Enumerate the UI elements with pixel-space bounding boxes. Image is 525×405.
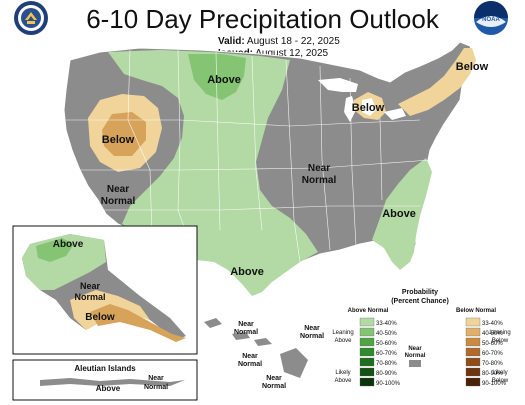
alaska-below-40 bbox=[90, 304, 186, 342]
below-40-west bbox=[102, 112, 146, 156]
legend-below-bin-label-0: 33-40% bbox=[482, 321, 503, 327]
legend-above-swatch-0 bbox=[359, 317, 375, 327]
legend-below-bin-label-1: 40-50% bbox=[482, 331, 503, 337]
label-near-normal-central-1: Near bbox=[308, 163, 330, 174]
valid-value: August 18 - 22, 2025 bbox=[246, 36, 340, 47]
aleutian-label-near-1: Near bbox=[148, 375, 164, 382]
hawaii-label-nn2-2: Normal bbox=[300, 333, 324, 340]
legend: Probability (Percent Chance) Above Norma… bbox=[332, 289, 510, 387]
aleutian-inset: Aleutian Islands Above Near Normal bbox=[12, 359, 198, 401]
alaska-inset: Above Near Normal Below bbox=[12, 225, 198, 355]
page-title: 6-10 Day Precipitation Outlook bbox=[86, 4, 439, 34]
legend-above-swatch-6 bbox=[359, 377, 375, 387]
legend-above-bin-label-2: 50-60% bbox=[376, 341, 397, 347]
alaska-above-40 bbox=[36, 238, 74, 262]
label-near-normal-west-2: Normal bbox=[101, 196, 136, 207]
hawaii-inset: Near Normal Near Normal Near Normal Near… bbox=[204, 318, 324, 390]
hawaii-island-1 bbox=[204, 318, 222, 328]
legend-near-label-2: Normal bbox=[405, 353, 426, 359]
legend-above-swatch-1 bbox=[359, 327, 375, 337]
legend-title-2: (Percent Chance) bbox=[391, 298, 449, 305]
legend-above-swatch-2 bbox=[359, 337, 375, 347]
hawaii-island-2 bbox=[232, 332, 250, 340]
legend-below-swatch-4 bbox=[465, 357, 481, 367]
hawaii-island-4 bbox=[280, 348, 308, 378]
legend-likely-above-1: Likely bbox=[335, 370, 350, 376]
legend-above-swatch-3 bbox=[359, 347, 375, 357]
issued-value: August 12, 2025 bbox=[255, 48, 329, 59]
label-below-west: Below bbox=[102, 134, 135, 146]
doc-seal-icon bbox=[14, 1, 48, 35]
legend-above-swatches: 33-40% 40-50% 50-60% 60-70% 70-80% 80-90% 90-1… bbox=[359, 317, 401, 387]
legend-near-swatch bbox=[409, 360, 421, 367]
valid-label: Valid: bbox=[218, 36, 245, 47]
legend-above-bin-label-6: 90-100% bbox=[376, 381, 401, 387]
aleutian-title: Aleutian Islands bbox=[74, 364, 136, 373]
legend-above-header: Above Normal bbox=[348, 308, 389, 314]
noaa-logo-text: NOAA bbox=[482, 17, 500, 23]
legend-below-bin-label-3: 60-70% bbox=[482, 351, 503, 357]
great-lakes bbox=[318, 78, 406, 122]
legend-below-header: Below Normal bbox=[456, 308, 496, 314]
hawaii-island-3 bbox=[254, 338, 272, 346]
alaska-label-above: Above bbox=[53, 239, 84, 250]
legend-above-swatch-4 bbox=[359, 357, 375, 367]
legend-below-bin-label-2: 50-60% bbox=[482, 341, 503, 347]
label-below-greatlakes: Below bbox=[352, 102, 385, 114]
legend-leaning-above-1: Leaning bbox=[332, 330, 353, 336]
legend-above-bin-label-1: 40-50% bbox=[376, 331, 397, 337]
legend-likely-above-2: Above bbox=[334, 378, 352, 384]
legend-above-bin-label-5: 80-90% bbox=[376, 371, 397, 377]
legend-below-bin-label-5: 80-90% bbox=[482, 371, 503, 377]
aleutian-label-near-2: Normal bbox=[144, 384, 168, 391]
legend-likely-below-2: Below bbox=[492, 378, 509, 384]
legend-likely-below-1: Likely bbox=[492, 370, 507, 376]
legend-leaning-below-1: Leaning bbox=[489, 330, 510, 336]
aleutian-label-above: Above bbox=[96, 384, 121, 393]
hawaii-label-nn1-1: Near bbox=[238, 321, 254, 328]
below-region-northeast bbox=[398, 48, 476, 116]
legend-above-bin-label-3: 60-70% bbox=[376, 351, 397, 357]
above-40-north bbox=[188, 54, 246, 100]
legend-above-swatch-5 bbox=[359, 367, 375, 377]
above-region-southeast bbox=[372, 158, 432, 270]
hawaii-label-nn4-2: Normal bbox=[262, 383, 286, 390]
legend-below-swatch-2 bbox=[465, 337, 481, 347]
label-above-south: Above bbox=[230, 266, 264, 278]
label-near-normal-central-2: Normal bbox=[302, 175, 337, 186]
legend-leaning-above-2: Above bbox=[334, 338, 352, 344]
legend-below-bin-label-4: 70-80% bbox=[482, 361, 503, 367]
legend-below-swatch-6 bbox=[465, 377, 481, 387]
legend-leaning-below-2: Below bbox=[492, 338, 509, 344]
hawaii-label-nn1-2: Normal bbox=[234, 329, 258, 336]
label-above-southeast: Above bbox=[382, 208, 416, 220]
legend-below-swatch-3 bbox=[465, 347, 481, 357]
alaska-label-near-normal-1: Near bbox=[80, 281, 101, 291]
valid-dates: Valid: August 18 - 22, 2025 bbox=[218, 36, 340, 47]
noaa-logo-icon: NOAA bbox=[474, 1, 508, 35]
legend-above-bin-label-0: 33-40% bbox=[376, 321, 397, 327]
aleutian-islands-shape bbox=[40, 378, 185, 386]
hawaii-label-nn4-1: Near bbox=[266, 375, 282, 382]
legend-below-swatch-1 bbox=[465, 327, 481, 337]
label-near-normal-west-1: Near bbox=[107, 184, 129, 195]
alaska-label-below: Below bbox=[85, 312, 115, 323]
alaska-label-near-normal-2: Normal bbox=[74, 292, 105, 302]
hawaii-label-nn3-1: Near bbox=[242, 353, 258, 360]
legend-near-label-1: Near bbox=[408, 346, 422, 352]
legend-title-1: Probability bbox=[402, 289, 438, 296]
label-below-northeast: Below bbox=[456, 61, 489, 73]
label-above-north: Above bbox=[207, 74, 241, 86]
legend-below-bin-label-6: 90-100% bbox=[482, 381, 507, 387]
legend-below-swatch-0 bbox=[465, 317, 481, 327]
hawaii-label-nn3-2: Normal bbox=[238, 361, 262, 368]
legend-below-swatch-5 bbox=[465, 367, 481, 377]
legend-above-bin-label-4: 70-80% bbox=[376, 361, 397, 367]
hawaii-label-nn2-1: Near bbox=[304, 325, 320, 332]
legend-below-swatches: 33-40% 40-50% 50-60% 60-70% 70-80% 80-90% 90-1… bbox=[465, 317, 507, 387]
